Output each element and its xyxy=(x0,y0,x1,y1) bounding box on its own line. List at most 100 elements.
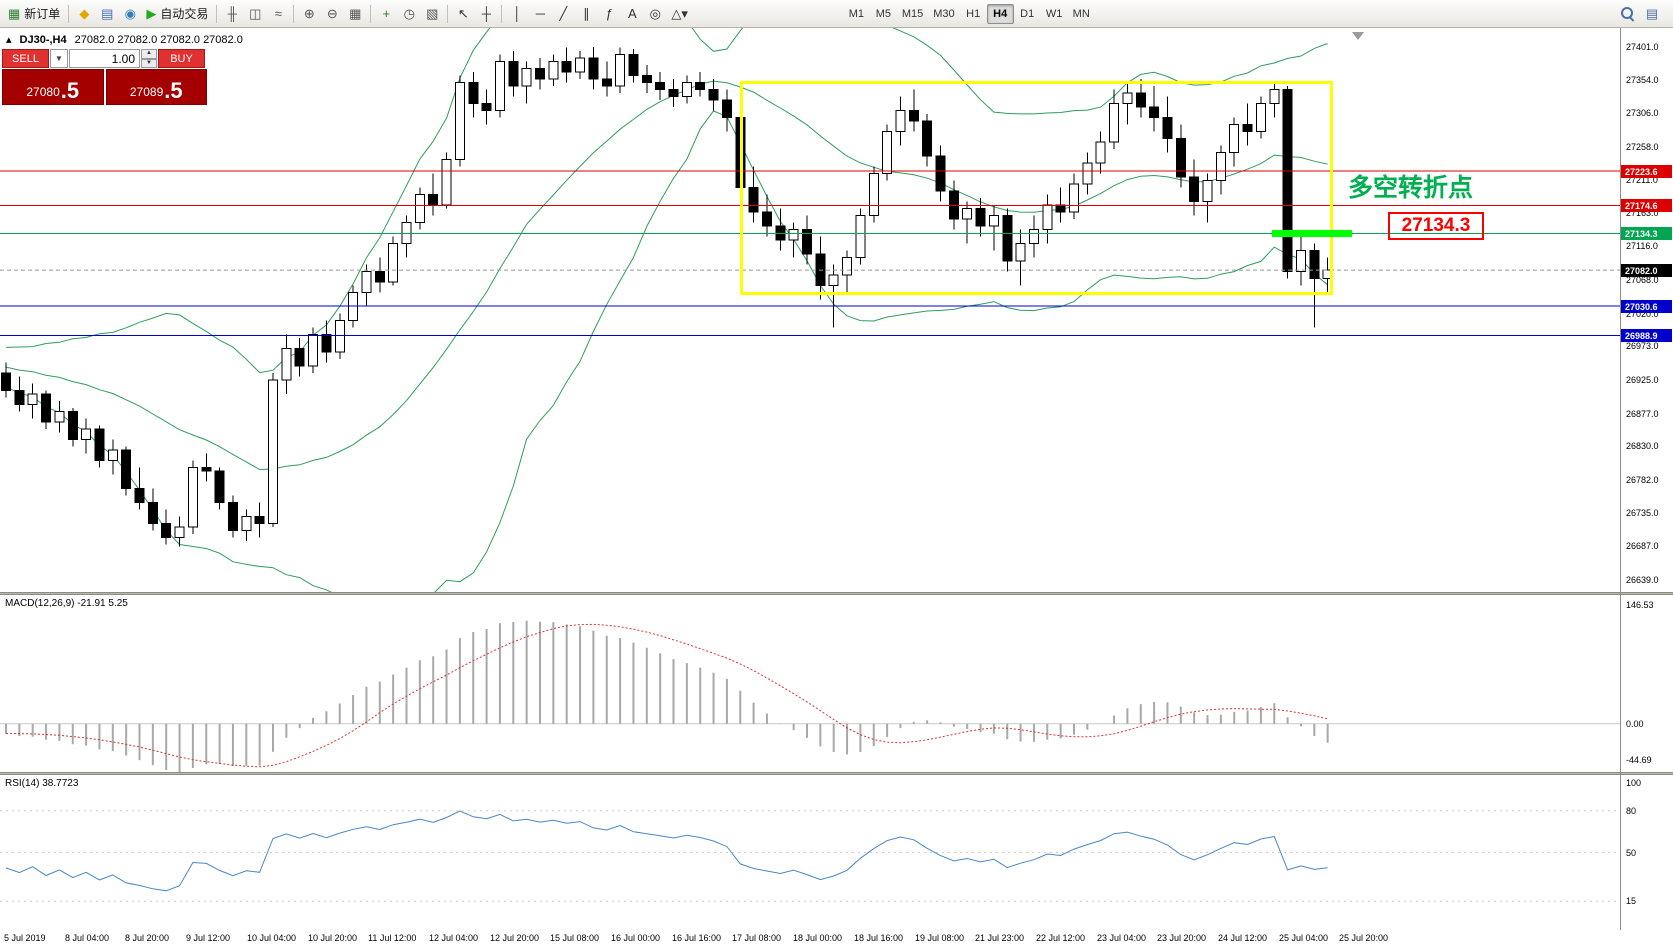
templates-button[interactable]: ▧ xyxy=(421,3,443,25)
one-click-trade-panel: SELL ▼ ▲ ▼ BUY 27080 .5 27089 .5 xyxy=(2,49,207,105)
time-axis-label: 11 Jul 12:00 xyxy=(368,933,417,943)
rsi-canvas[interactable] xyxy=(0,775,1620,930)
time-axis[interactable]: 5 Jul 2019 8 Jul 04:00 8 Jul 20:00 9 Jul 12… xyxy=(0,930,1673,946)
macd-canvas[interactable] xyxy=(0,595,1620,772)
cursor-button[interactable]: ↖ xyxy=(452,3,474,25)
crosshair-button[interactable]: ┼ xyxy=(475,3,497,25)
text-button[interactable]: A xyxy=(621,3,643,25)
time-axis-label: 8 Jul 04:00 xyxy=(65,933,110,943)
volume-up-button[interactable]: ▲ xyxy=(141,49,157,59)
indicators-icon: + xyxy=(382,6,391,21)
sell-button[interactable]: SELL xyxy=(2,49,49,68)
price-scale-tick: 26735.0 xyxy=(1626,508,1659,518)
time-axis-label: 9 Jul 12:00 xyxy=(186,933,231,943)
time-axis-label: 10 Jul 04:00 xyxy=(247,933,297,943)
volume-input[interactable] xyxy=(69,49,140,68)
line-chart-button[interactable]: ≈ xyxy=(267,3,289,25)
highlight-rectangle[interactable] xyxy=(740,81,1333,295)
fibonacci-button[interactable]: ƒ xyxy=(598,3,620,25)
timeframe-d1[interactable]: D1 xyxy=(1020,7,1035,20)
buy-button[interactable]: BUY xyxy=(158,49,205,68)
turning-point-annotation[interactable]: 多空转折点 xyxy=(1348,174,1474,202)
volume-dropdown-button[interactable]: ▼ xyxy=(50,49,68,68)
price-scale-tick: 27116.0 xyxy=(1626,241,1658,251)
buy-price-button[interactable]: 27089 .5 xyxy=(105,69,207,105)
timeframe-m5[interactable]: M5 xyxy=(875,7,891,20)
current-price-tag: 27082.0 xyxy=(1621,264,1672,277)
macd-scale-tick: -44.69 xyxy=(1626,755,1652,765)
timeframe-h4[interactable]: H4 xyxy=(986,3,1014,24)
horizontal-line-button[interactable]: ─ xyxy=(529,3,551,25)
timeframe-group: M1 M5 M15 M30 H1 H4 D1 W1 MN xyxy=(843,3,1095,24)
trendline-button[interactable]: ╱ xyxy=(552,3,574,25)
panel-separator[interactable] xyxy=(0,592,1673,595)
main-chart-panel[interactable]: ▴ DJ30-,H4 27082.0 27082.0 27082.0 27082… xyxy=(0,28,1673,592)
periods-button[interactable]: ◷ xyxy=(398,3,420,25)
chart-windows-button[interactable]: ▤ xyxy=(1641,3,1663,25)
market-watch-button[interactable]: ▤ xyxy=(96,3,118,25)
toolbar-separator xyxy=(370,4,372,23)
price-scale-tick: 26973.0 xyxy=(1626,341,1659,351)
sell-price-button[interactable]: 27080 .5 xyxy=(2,69,104,105)
metaeditor-button[interactable]: ◆ xyxy=(73,3,95,25)
toolbar-separator xyxy=(501,4,503,23)
chart-icon: ▴ xyxy=(6,34,12,46)
arrow-tools-button[interactable]: ◎ xyxy=(644,3,666,25)
candlestick-chart-button[interactable]: ◫ xyxy=(244,3,266,25)
shapes-button[interactable]: △▾ xyxy=(667,3,692,25)
trendline-icon: ╱ xyxy=(559,6,568,21)
price-level-callout[interactable]: 27134.3 xyxy=(1388,212,1484,240)
candlestick-chart-icon: ◫ xyxy=(249,6,262,21)
macd-signal-line xyxy=(5,623,1328,768)
buy-price-main: 27089 xyxy=(129,85,164,99)
price-scale-divider xyxy=(1620,28,1621,930)
toolbar-separator xyxy=(68,4,70,23)
price-tag-27134.3: 27134.3 xyxy=(1621,227,1672,240)
panel-separator[interactable] xyxy=(0,772,1673,775)
level-marker[interactable] xyxy=(1272,230,1352,237)
price-scale-tick: 26830.0 xyxy=(1626,441,1659,451)
periods-icon: ◷ xyxy=(403,6,415,21)
timeframe-w1[interactable]: W1 xyxy=(1045,7,1063,20)
indicators-button[interactable]: + xyxy=(375,3,397,25)
ohlc-values: 27082.0 27082.0 27082.0 27082.0 xyxy=(74,33,243,46)
price-scale[interactable]: 27401.0 27354.0 27306.0 27258.0 27211.0 27163… xyxy=(1620,28,1673,930)
timeframe-h1[interactable]: H1 xyxy=(966,7,981,20)
data-window-button[interactable]: ◉ xyxy=(119,3,141,25)
timeframe-m15[interactable]: M15 xyxy=(901,7,924,20)
fibonacci-icon: ƒ xyxy=(605,6,613,21)
autotrading-button[interactable]: ▶ 自动交易 xyxy=(142,3,212,25)
zoom-in-icon: ⊕ xyxy=(303,6,315,21)
toolbar-right-group: ▤ xyxy=(1616,3,1669,25)
timeframe-m30[interactable]: M30 xyxy=(933,7,955,20)
tile-windows-button[interactable]: ▦ xyxy=(344,3,366,25)
price-chart-canvas[interactable] xyxy=(0,28,1620,592)
zoom-out-button[interactable]: ⊖ xyxy=(321,3,343,25)
candlestick-series xyxy=(1,47,1333,547)
vertical-line-button[interactable]: │ xyxy=(506,3,528,25)
rsi-panel[interactable]: RSI(14) 38.7723 xyxy=(0,775,1673,930)
zoom-in-button[interactable]: ⊕ xyxy=(298,3,320,25)
time-axis-label: 24 Jul 12:00 xyxy=(1218,933,1268,943)
timeframe-mn[interactable]: MN xyxy=(1072,7,1090,20)
time-axis-label: 18 Jul 00:00 xyxy=(793,933,843,943)
sell-price-main: 27080 xyxy=(26,85,60,99)
new-order-button[interactable]: ▦ 新订单 xyxy=(4,3,64,25)
channel-button[interactable]: ∥ xyxy=(575,3,597,25)
time-axis-label: 21 Jul 23:00 xyxy=(975,933,1025,943)
bar-chart-button[interactable]: ╫ xyxy=(221,3,243,25)
time-axis-label: 12 Jul 20:00 xyxy=(490,933,540,943)
timeframe-m1[interactable]: M1 xyxy=(848,7,864,20)
autotrading-icon: ▶ xyxy=(146,6,157,21)
volume-down-button[interactable]: ▼ xyxy=(141,58,157,68)
time-axis-label: 16 Jul 00:00 xyxy=(611,933,661,943)
macd-panel[interactable]: MACD(12,26,9) -21.91 5.25 xyxy=(0,595,1673,772)
templates-icon: ▧ xyxy=(426,6,439,21)
bar-chart-icon: ╫ xyxy=(227,6,237,21)
search-button[interactable] xyxy=(1616,3,1639,25)
price-scale-tick: 26639.0 xyxy=(1626,575,1659,585)
chart-windows-icon: ▤ xyxy=(1645,6,1659,21)
price-scale-tick: 27354.0 xyxy=(1626,75,1659,85)
chart-shift-marker[interactable] xyxy=(1352,32,1364,40)
